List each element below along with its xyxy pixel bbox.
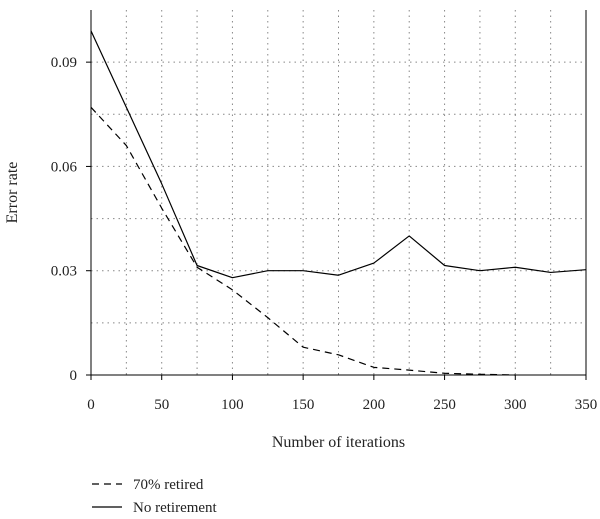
- y-tick-label: 0.06: [51, 159, 78, 175]
- y-axis-label: Error rate: [4, 162, 21, 224]
- y-tick-label: 0: [70, 368, 78, 384]
- legend-label-2: No retirement: [133, 500, 218, 516]
- axes: [86, 10, 587, 380]
- x-tick-label: 50: [154, 397, 169, 413]
- y-tick-label: 0.03: [51, 264, 77, 280]
- x-tick-label: 250: [433, 397, 456, 413]
- legend: 70% retired No retirement: [92, 477, 218, 516]
- x-tick-label: 150: [292, 397, 315, 413]
- series-line-1: [90, 106, 516, 376]
- series-line-2: [90, 30, 587, 279]
- x-tick-label: 200: [363, 397, 386, 413]
- x-tick-label: 100: [221, 397, 244, 413]
- series-layer: [90, 30, 587, 376]
- y-tick-label: 0.09: [51, 55, 77, 71]
- x-tick-label: 300: [504, 397, 527, 413]
- tick-labels: 0 50 100 150 200 250 300 350 0 0.03 0.06 0.09: [51, 55, 598, 413]
- grid-lines: [91, 10, 586, 375]
- legend-label-1: 70% retired: [133, 477, 204, 493]
- x-axis-label: Number of iterations: [272, 434, 405, 451]
- x-tick-label: 350: [575, 397, 598, 413]
- x-tick-label: 0: [87, 397, 95, 413]
